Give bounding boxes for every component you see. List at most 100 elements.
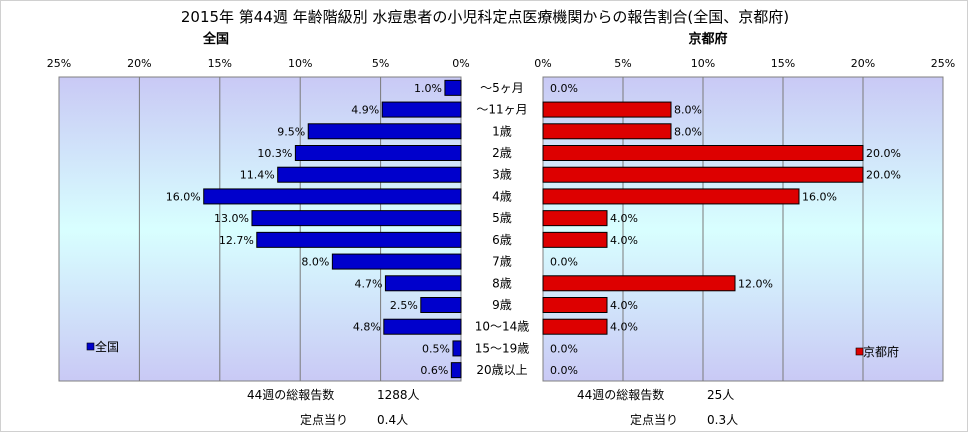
category-label: 3歳 xyxy=(492,168,512,182)
kyoto-bar xyxy=(542,188,800,205)
chart-title: 2015年 第44週 年齢階級別 水痘患者の小児科定点医療機関からの報告割合(全… xyxy=(181,8,789,26)
kyoto-per-value: 0.3人 xyxy=(707,413,738,427)
national-bar xyxy=(307,123,462,140)
kyoto-value-label: 4.0% xyxy=(610,299,638,312)
kyoto-tick-label: 5% xyxy=(614,57,631,70)
kyoto-ticks: 0% 5% 10% 15% 20% 25% xyxy=(534,57,955,70)
legend-swatch-national xyxy=(86,342,95,351)
kyoto-bar xyxy=(542,123,672,140)
national-bar xyxy=(203,188,462,205)
kyoto-bar xyxy=(542,145,864,161)
national-tick-label: 15% xyxy=(208,57,232,70)
national-bar xyxy=(331,253,462,270)
category-label: 9歳 xyxy=(492,298,512,312)
legend-swatch-kyoto xyxy=(855,347,864,356)
kyoto-value-label: 20.0% xyxy=(866,169,901,182)
kyoto-bar xyxy=(542,275,736,292)
category-labels: ～5ヶ月 ～11ヶ月 1歳 2歳 3歳 4歳 5歳 6歳 7歳 8歳 9歳 10～14歳 15～19歳 2… xyxy=(475,81,530,377)
national-tick-label: 5% xyxy=(372,57,389,70)
category-label: ～5ヶ月 xyxy=(480,81,524,95)
kyoto-value-label: 0.0% xyxy=(550,256,578,269)
national-tick-label: 10% xyxy=(288,57,312,70)
kyoto-value-label: 8.0% xyxy=(674,104,702,117)
kyoto-bar xyxy=(542,166,864,183)
category-label: 15～19歳 xyxy=(475,341,530,355)
plot-area-kyoto xyxy=(542,76,944,382)
category-label: 6歳 xyxy=(492,233,512,247)
kyoto-value-labels: 0.0% 8.0% 8.0% 20.0% 20.0% 16.0% 4.0% 4.0% 0.0% 1… xyxy=(550,82,901,377)
category-label: 10～14歳 xyxy=(475,320,530,334)
kyoto-bar xyxy=(542,297,608,313)
national-bar xyxy=(383,318,462,335)
national-value-label: 9.5% xyxy=(277,125,305,138)
national-bars xyxy=(203,79,462,379)
national-bar xyxy=(294,145,462,161)
kyoto-bars xyxy=(542,101,864,335)
kyoto-value-label: 12.0% xyxy=(738,277,773,290)
national-total-value: 1288人 xyxy=(377,388,420,402)
national-value-label: 4.7% xyxy=(354,277,382,290)
kyoto-tick-label: 10% xyxy=(691,57,715,70)
plot-area-national xyxy=(58,76,462,382)
legend-national: 全国 xyxy=(86,339,119,354)
legend-label-national: 全国 xyxy=(95,339,119,354)
kyoto-tick-label: 25% xyxy=(931,57,955,70)
category-label: ～11ヶ月 xyxy=(476,103,527,117)
legend-label-kyoto: 京都府 xyxy=(863,344,899,359)
kyoto-tick-label: 0% xyxy=(534,57,551,70)
national-ticks: 25% 20% 15% 10% 5% 0% xyxy=(47,57,470,70)
national-value-label: 2.5% xyxy=(390,299,418,312)
kyoto-bar xyxy=(542,318,608,335)
kyoto-total-value: 25人 xyxy=(707,388,734,402)
national-value-label: 11.4% xyxy=(240,169,275,182)
kyoto-value-label: 0.0% xyxy=(550,364,578,377)
national-per-value: 0.4人 xyxy=(377,413,408,427)
kyoto-value-label: 8.0% xyxy=(674,125,702,138)
category-label: 7歳 xyxy=(492,255,512,269)
national-value-label: 16.0% xyxy=(166,190,201,203)
national-value-label: 10.3% xyxy=(257,147,292,160)
category-label: 8歳 xyxy=(492,276,512,290)
kyoto-bar xyxy=(542,231,608,248)
kyoto-bar xyxy=(542,210,608,227)
national-value-label: 8.0% xyxy=(301,256,329,269)
national-tick-label: 20% xyxy=(127,57,151,70)
national-value-label: 4.9% xyxy=(351,104,379,117)
kyoto-value-label: 4.0% xyxy=(610,212,638,225)
category-label: 1歳 xyxy=(492,124,512,138)
national-bar xyxy=(251,210,462,227)
kyoto-per-label: 定点当り xyxy=(630,412,678,427)
kyoto-total-label: 44週の総報告数 xyxy=(577,387,664,402)
national-bar xyxy=(444,79,462,96)
national-value-label: 13.0% xyxy=(214,212,249,225)
national-bar xyxy=(384,275,462,292)
kyoto-bar xyxy=(542,101,672,118)
national-value-label: 4.8% xyxy=(353,321,381,334)
national-tick-label: 0% xyxy=(452,57,469,70)
kyoto-tick-label: 15% xyxy=(771,57,795,70)
national-bar xyxy=(277,166,462,183)
kyoto-value-label: 20.0% xyxy=(866,147,901,160)
national-bar xyxy=(420,297,462,313)
national-bar xyxy=(381,101,462,118)
national-total-label: 44週の総報告数 xyxy=(247,387,334,402)
kyoto-value-label: 16.0% xyxy=(802,190,837,203)
national-bar xyxy=(450,362,462,379)
national-bar xyxy=(452,340,462,357)
national-value-label: 1.0% xyxy=(414,82,442,95)
national-value-labels: 1.0% 4.9% 9.5% 10.3% 11.4% 16.0% 13.0% 12.7% 8.0… xyxy=(166,82,450,377)
national-bar xyxy=(256,231,462,248)
kyoto-value-label: 0.0% xyxy=(550,342,578,355)
panel-title-kyoto: 京都府 xyxy=(688,31,727,47)
kyoto-value-label: 4.0% xyxy=(610,321,638,334)
category-label: 2歳 xyxy=(492,146,512,160)
kyoto-value-label: 4.0% xyxy=(610,234,638,247)
category-label: 20歳以上 xyxy=(476,363,527,377)
national-tick-label: 25% xyxy=(47,57,71,70)
kyoto-value-label: 0.0% xyxy=(550,82,578,95)
national-per-label: 定点当り xyxy=(300,412,348,427)
panel-title-national: 全国 xyxy=(202,31,229,47)
category-label: 5歳 xyxy=(492,211,512,225)
